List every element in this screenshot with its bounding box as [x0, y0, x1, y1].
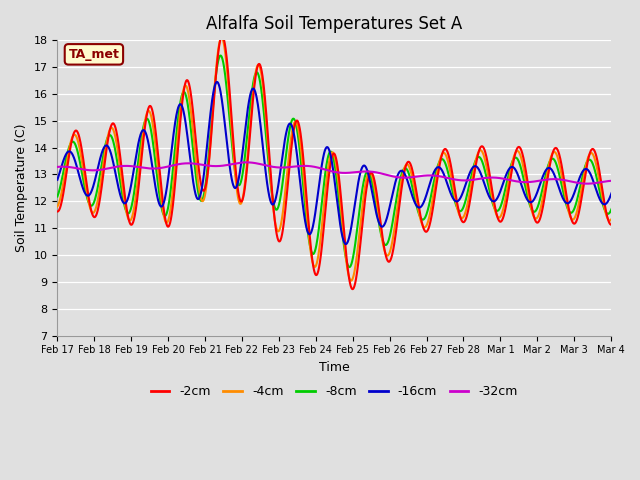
Title: Alfalfa Soil Temperatures Set A: Alfalfa Soil Temperatures Set A — [206, 15, 462, 33]
Text: TA_met: TA_met — [68, 48, 119, 61]
X-axis label: Time: Time — [319, 361, 349, 374]
Legend: -2cm, -4cm, -8cm, -16cm, -32cm: -2cm, -4cm, -8cm, -16cm, -32cm — [146, 380, 523, 403]
Y-axis label: Soil Temperature (C): Soil Temperature (C) — [15, 124, 28, 252]
